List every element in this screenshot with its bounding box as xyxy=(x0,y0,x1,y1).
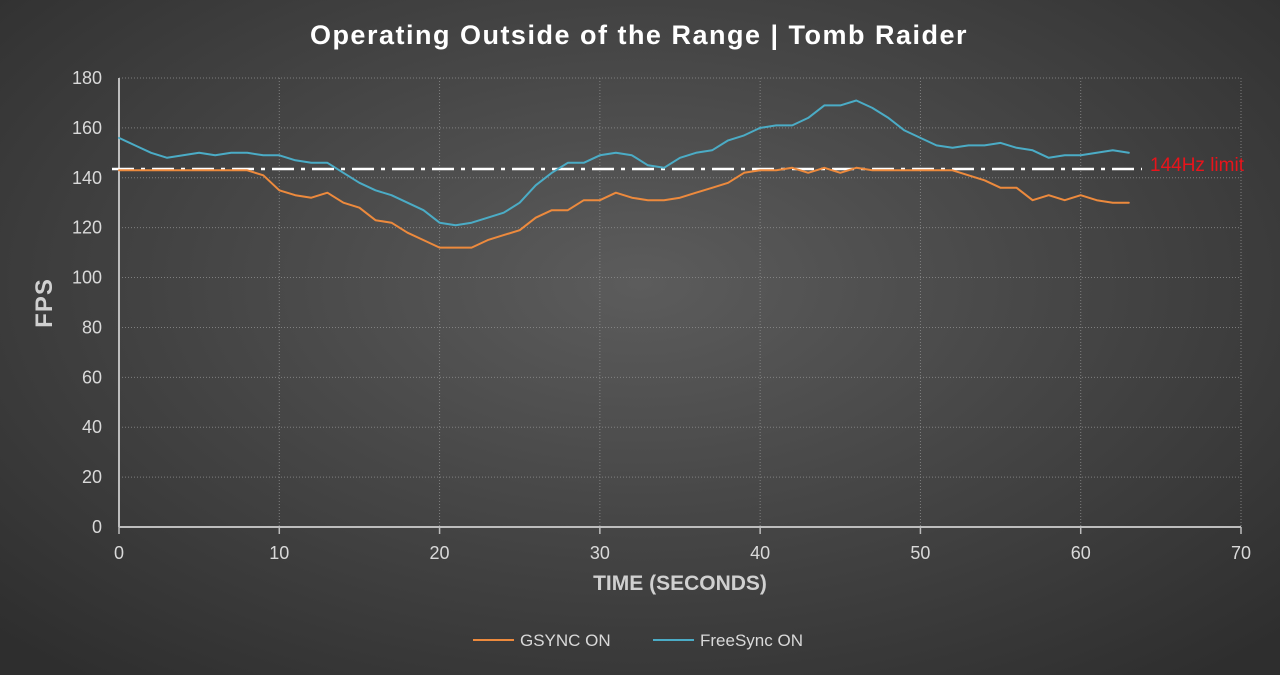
series-group xyxy=(118,99,1130,249)
legend-item: GSYNC ON xyxy=(473,631,611,650)
reference-line-group: 144Hz limit xyxy=(112,155,1245,176)
series-line-freesync-on xyxy=(118,99,1130,227)
x-tick-label: 40 xyxy=(750,543,770,563)
x-tick-label: 20 xyxy=(430,543,450,563)
x-tick-label: 0 xyxy=(114,543,124,563)
y-tick-label: 180 xyxy=(72,68,102,88)
y-tick-label: 20 xyxy=(82,467,102,487)
y-tick-label: 60 xyxy=(82,367,102,387)
grid xyxy=(119,77,1242,527)
legend-label: FreeSync ON xyxy=(700,631,803,650)
series-line-gsync-on xyxy=(118,166,1130,249)
y-tick-label: 140 xyxy=(72,168,102,188)
y-tick-label: 0 xyxy=(92,517,102,537)
y-tick-label: 120 xyxy=(72,218,102,238)
reference-line-label: 144Hz limit xyxy=(1150,155,1245,176)
chart-title: Operating Outside of the Range | Tomb Ra… xyxy=(310,20,968,50)
axes xyxy=(118,78,1242,534)
y-tick-label: 40 xyxy=(82,417,102,437)
y-tick-label: 80 xyxy=(82,317,102,337)
x-tick-label: 50 xyxy=(910,543,930,563)
y-tick-label: 100 xyxy=(72,268,102,288)
x-axis-title: TIME (SECONDS) xyxy=(593,572,767,595)
x-tick-label: 70 xyxy=(1231,543,1251,563)
x-tick-label: 30 xyxy=(590,543,610,563)
tick-labels: 0 20 40 60 80 100 120 140 160 180 0 10 20 30 40 50 60 70 xyxy=(72,68,1251,563)
legend-label: GSYNC ON xyxy=(520,631,611,650)
x-tick-label: 60 xyxy=(1071,543,1091,563)
legend-item: FreeSync ON xyxy=(653,631,803,650)
y-axis-title: FPS xyxy=(31,278,58,328)
y-tick-label: 160 xyxy=(72,118,102,138)
legend: GSYNC ON FreeSync ON xyxy=(473,631,803,650)
x-tick-label: 10 xyxy=(269,543,289,563)
